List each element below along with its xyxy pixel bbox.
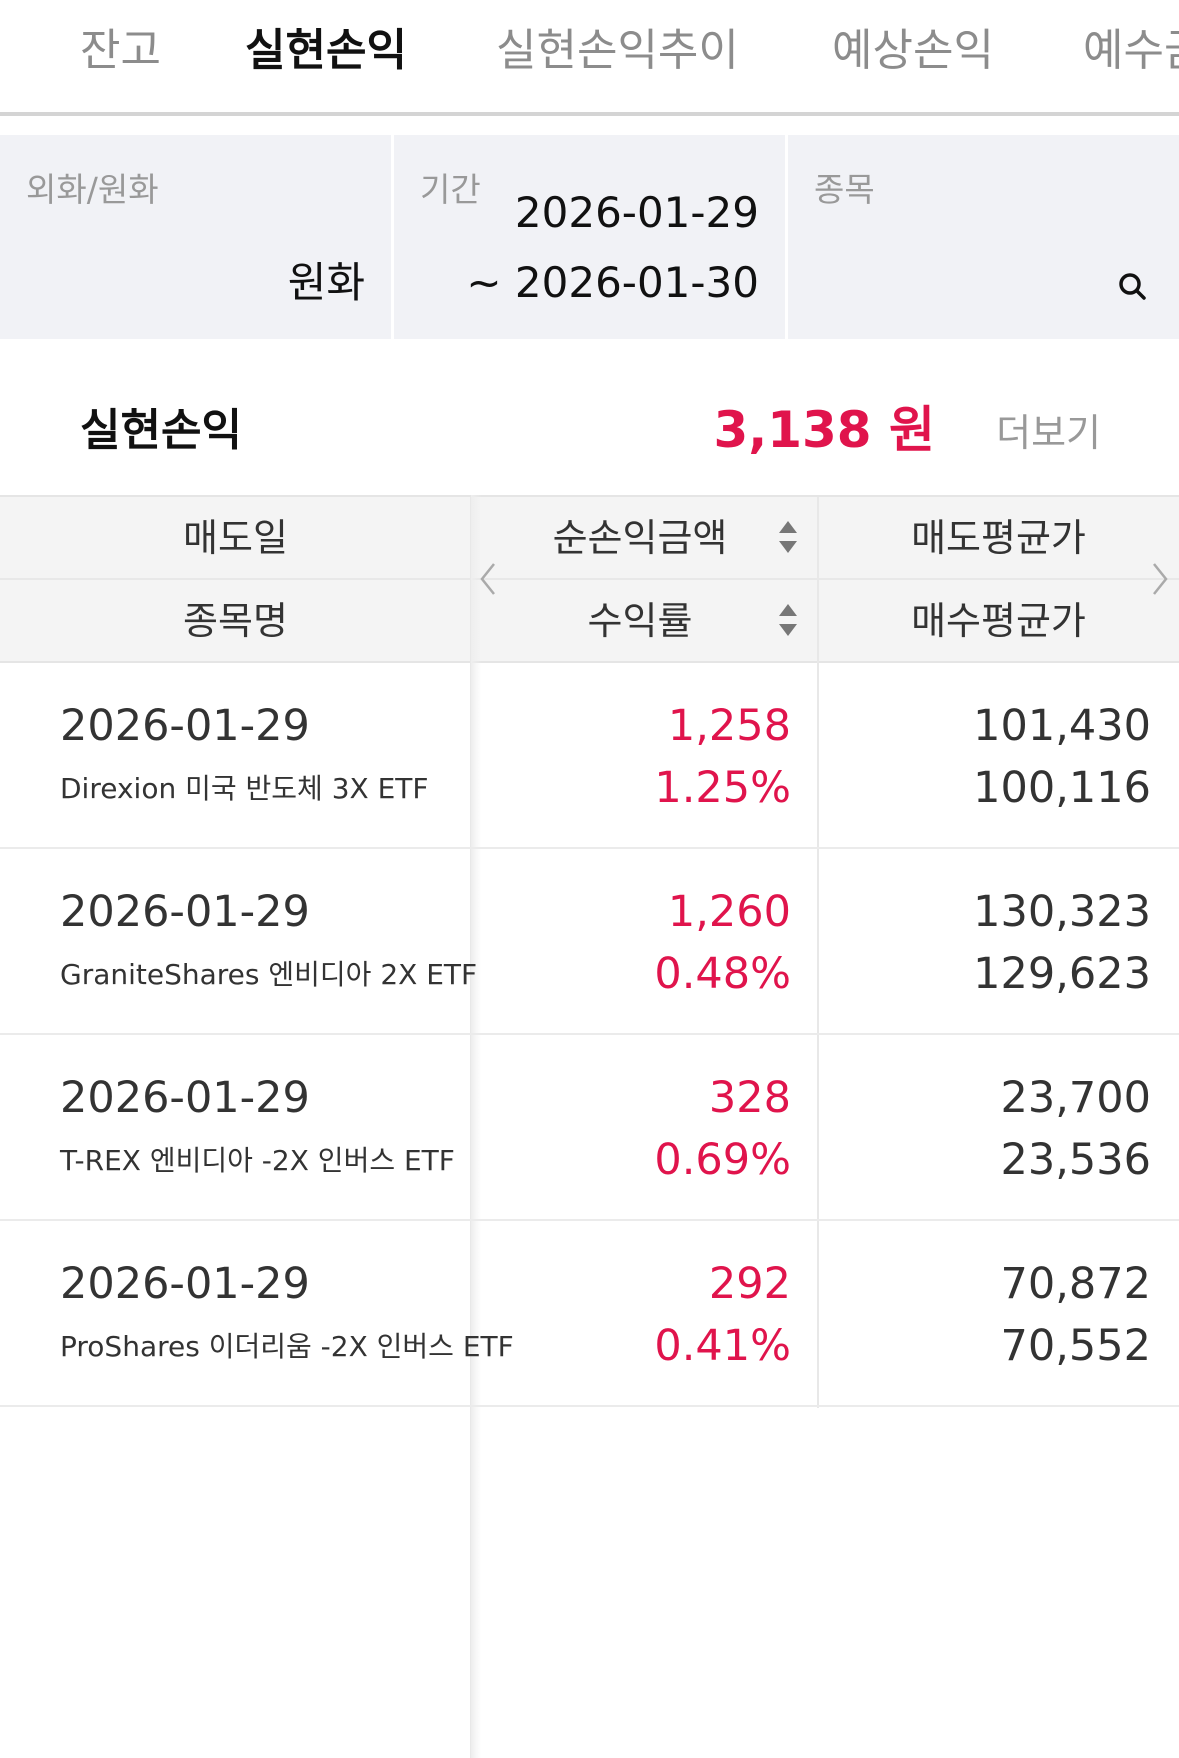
sell-avg-price: 23,700	[1000, 1073, 1151, 1123]
net-pnl: 1,258	[667, 701, 791, 751]
search-icon[interactable]	[1117, 271, 1147, 301]
currency-filter[interactable]: 외화/원화 원화	[0, 135, 391, 339]
currency-label: 외화/원화	[26, 170, 159, 209]
header-net-pnl[interactable]: 순손익금액	[552, 516, 728, 560]
period-label: 기간	[420, 170, 481, 209]
filter-bar: 외화/원화 원화 기간 2026-01-29 ~ 2026-01-30 종목	[0, 135, 1179, 339]
net-pnl: 328	[708, 1073, 791, 1123]
tab-realized-pnl[interactable]: 실현손익	[245, 14, 407, 112]
summary-title: 실현손익	[80, 405, 242, 456]
tab-balance[interactable]: 잔고	[80, 25, 161, 76]
summary-row: 실현손익 3,138 원 더보기	[0, 380, 1179, 470]
sell-date: 2026-01-29	[60, 887, 310, 937]
header-sell-avg: 매도평균가	[911, 516, 1086, 560]
sell-avg-price: 70,872	[1000, 1259, 1151, 1309]
more-button[interactable]: 더보기	[996, 411, 1101, 455]
chevron-right-icon[interactable]	[1150, 561, 1170, 597]
currency-value: 원화	[287, 258, 365, 307]
net-pnl: 1,260	[667, 887, 791, 937]
period-end: ~ 2026-01-30	[466, 258, 759, 307]
table-header: 매도일 종목명 순손익금액 수익률 매도평균가 매수평균가	[0, 495, 1179, 663]
sell-date: 2026-01-29	[60, 701, 310, 751]
net-pnl: 292	[708, 1259, 791, 1309]
sell-date: 2026-01-29	[60, 1259, 310, 1309]
stock-name: GraniteShares 엔비디아 2X ETF	[60, 958, 478, 991]
stock-name: ProShares 이더리움 -2X 인버스 ETF	[60, 1330, 514, 1363]
tab-deposit[interactable]: 예수금	[1083, 25, 1179, 76]
sort-icon[interactable]	[777, 515, 799, 559]
sell-date: 2026-01-29	[60, 1073, 310, 1123]
tab-realized-pnl-trend[interactable]: 실현손익추이	[496, 25, 739, 76]
buy-avg-price: 129,623	[973, 949, 1151, 999]
return-rate: 0.69%	[654, 1135, 791, 1185]
tab-bar: 잔고 실현손익 실현손익추이 예상손익 예수금	[0, 0, 1179, 116]
chevron-left-icon[interactable]	[478, 561, 498, 597]
stock-name: Direxion 미국 반도체 3X ETF	[60, 772, 429, 805]
table-row[interactable]: 2026-01-29 GraniteShares 엔비디아 2X ETF 1,2…	[0, 849, 1179, 1035]
buy-avg-price: 100,116	[973, 763, 1151, 813]
period-start: 2026-01-29	[514, 188, 759, 237]
header-stock-name: 종목명	[183, 599, 288, 643]
buy-avg-price: 23,536	[1000, 1135, 1151, 1185]
buy-avg-price: 70,552	[1000, 1321, 1151, 1371]
stock-name: T-REX 엔비디아 -2X 인버스 ETF	[60, 1144, 455, 1177]
stock-label: 종목	[814, 170, 875, 209]
table-row[interactable]: 2026-01-29 Direxion 미국 반도체 3X ETF 1,258 …	[0, 663, 1179, 849]
summary-total: 3,138 원	[713, 401, 935, 459]
header-return-rate[interactable]: 수익률	[587, 599, 693, 643]
return-rate: 0.48%	[654, 949, 791, 999]
header-buy-avg: 매수평균가	[911, 599, 1086, 643]
table-row[interactable]: 2026-01-29 T-REX 엔비디아 -2X 인버스 ETF 328 0.…	[0, 1035, 1179, 1221]
stock-filter[interactable]: 종목	[788, 135, 1179, 339]
return-rate: 1.25%	[654, 763, 791, 813]
period-filter[interactable]: 기간 2026-01-29 ~ 2026-01-30	[394, 135, 785, 339]
return-rate: 0.41%	[654, 1321, 791, 1371]
sort-icon[interactable]	[777, 598, 799, 642]
header-sell-date: 매도일	[183, 516, 288, 560]
tab-expected-pnl[interactable]: 예상손익	[832, 25, 994, 76]
table-row[interactable]: 2026-01-29 ProShares 이더리움 -2X 인버스 ETF 29…	[0, 1221, 1179, 1407]
sell-avg-price: 130,323	[973, 887, 1151, 937]
sell-avg-price: 101,430	[973, 701, 1151, 751]
